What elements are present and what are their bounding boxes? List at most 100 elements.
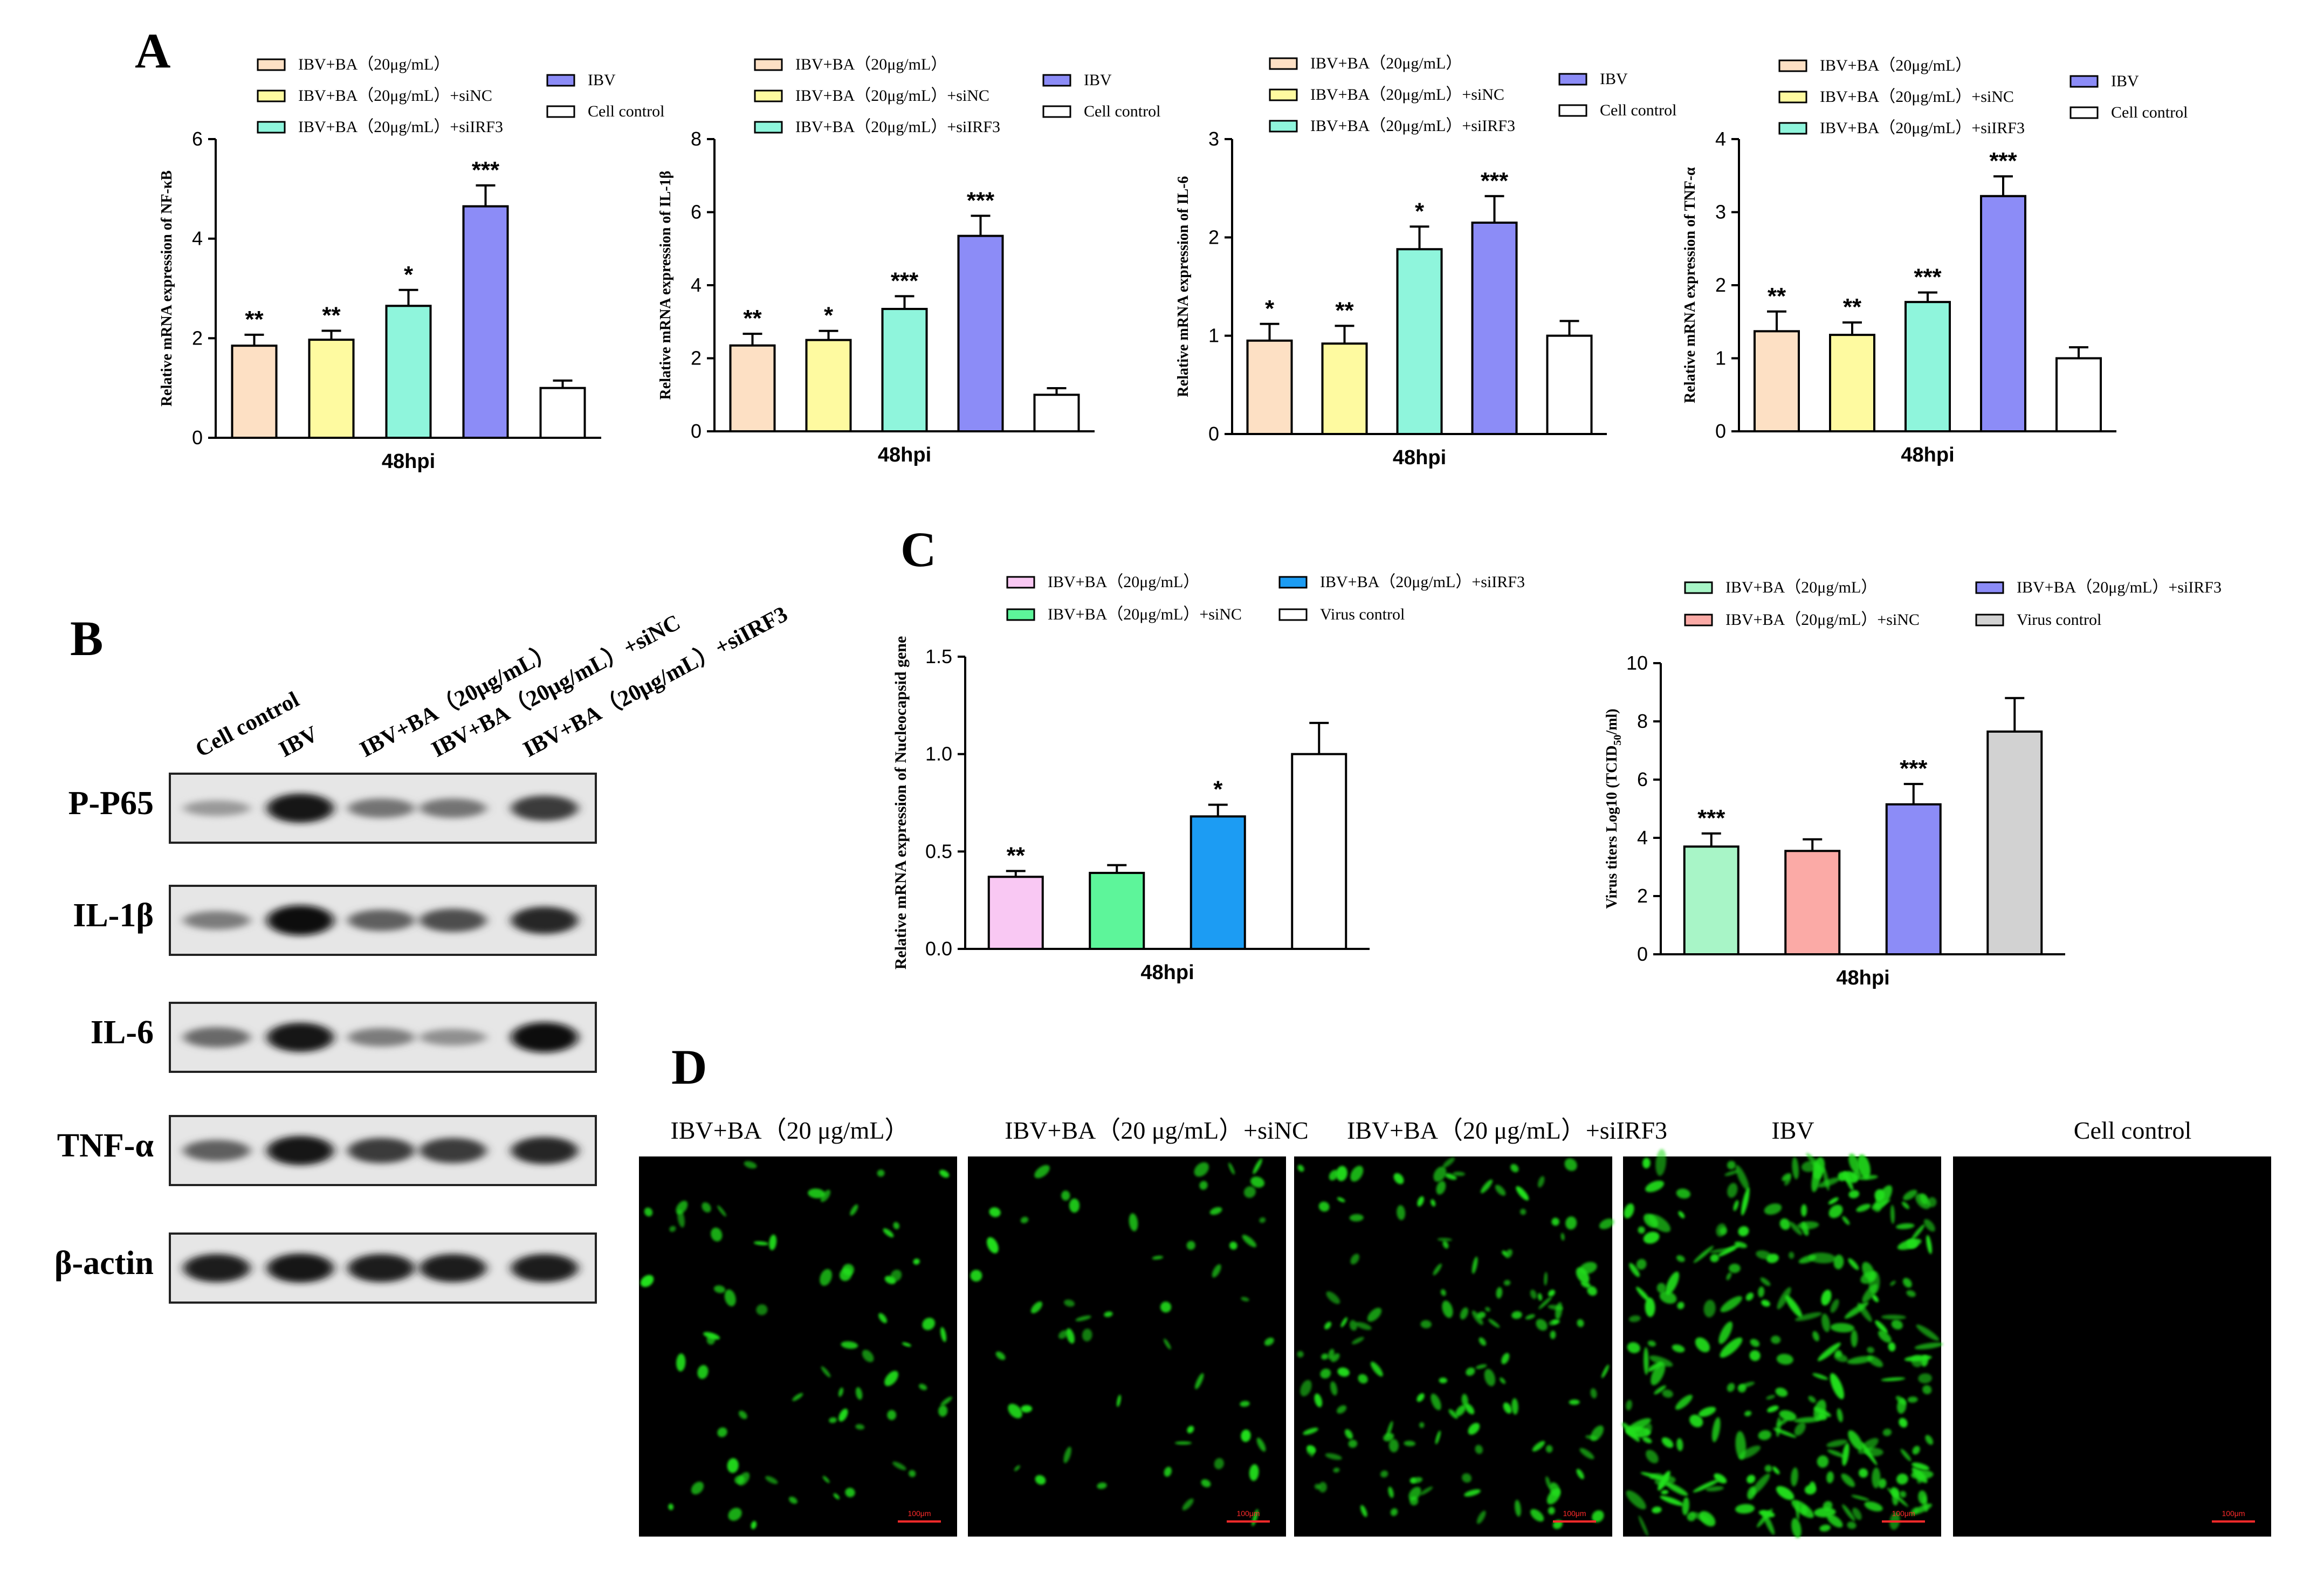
infected-cell — [1194, 1162, 1209, 1177]
infected-cell — [1063, 1447, 1071, 1463]
legend-swatch — [1975, 614, 2004, 626]
infected-cell — [1310, 1450, 1315, 1457]
infected-cell — [1745, 1292, 1754, 1301]
infected-cell — [1164, 1466, 1172, 1477]
infected-cell — [1626, 1490, 1646, 1510]
infected-cell — [1442, 1157, 1455, 1168]
infected-cell — [1201, 1479, 1211, 1488]
infected-cell — [1466, 1367, 1475, 1376]
infected-cell — [1922, 1385, 1932, 1395]
legend-swatch — [1684, 614, 1713, 626]
legend-swatch — [1042, 74, 1071, 87]
infected-cell — [1698, 1407, 1716, 1417]
infected-cell — [717, 1427, 727, 1437]
y-axis-label: Relative mRNA expression of Nucleocapsid… — [892, 636, 910, 970]
legend-label: IBV+BA（20μg/mL）+siIRF3 — [1310, 117, 1515, 135]
y-tick-label: 8 — [1637, 710, 1648, 732]
infected-cell — [1636, 1259, 1647, 1270]
infected-cell — [1476, 1510, 1486, 1524]
infected-cell — [1656, 1283, 1666, 1293]
y-tick-label: 2 — [1637, 885, 1648, 907]
infected-cell — [1916, 1324, 1940, 1341]
infected-cell — [1693, 1245, 1714, 1263]
y-tick-label: 2 — [192, 327, 203, 349]
infected-cell — [1569, 1399, 1580, 1405]
protein-band — [420, 1138, 486, 1163]
infected-cell — [1926, 1235, 1932, 1255]
scale-bar-label: 100μm — [1563, 1509, 1586, 1518]
bar — [1546, 334, 1593, 436]
infected-cell — [1899, 1491, 1907, 1498]
infected-cell — [1058, 1330, 1068, 1339]
infected-cell — [1924, 1219, 1935, 1232]
significance-mark: ** — [1843, 294, 1862, 320]
infected-cell — [1152, 1256, 1164, 1260]
infected-cell — [724, 1289, 736, 1306]
infected-cell — [1380, 1470, 1388, 1478]
bar — [1033, 394, 1080, 432]
infected-cell — [765, 1476, 778, 1484]
infected-cell — [1872, 1467, 1881, 1489]
protein-band — [511, 795, 578, 821]
infected-cell — [989, 1207, 1001, 1217]
infected-cell — [913, 1258, 920, 1265]
infected-cell — [1519, 1208, 1527, 1215]
infected-cell — [1538, 1296, 1552, 1310]
infected-cell — [1435, 1430, 1441, 1444]
infected-cell — [1791, 1467, 1798, 1486]
infected-cell — [1440, 1289, 1446, 1296]
bar — [1246, 339, 1293, 435]
bar — [539, 387, 586, 439]
infected-cell — [1847, 1521, 1857, 1529]
infected-cell — [1729, 1263, 1741, 1273]
infected-cell — [1918, 1490, 1927, 1505]
infected-cell — [1912, 1462, 1930, 1471]
bar — [1683, 845, 1739, 955]
image-title: IBV+BA（20 μg/mL）+siNC — [1005, 1117, 1308, 1144]
infected-cell — [1660, 1496, 1684, 1506]
infected-cell — [1462, 1473, 1472, 1483]
infected-cell — [1388, 1486, 1394, 1498]
infected-cell — [1480, 1179, 1493, 1194]
significance-mark: * — [404, 261, 414, 288]
infected-cell — [1464, 1489, 1481, 1497]
infected-cell — [1349, 1214, 1364, 1222]
legend-swatch — [2069, 75, 2099, 88]
infected-cell — [1370, 1361, 1383, 1377]
infected-cell — [1665, 1482, 1688, 1496]
protein-label: IL-6 — [91, 1014, 154, 1051]
bar — [1986, 730, 2043, 956]
legend-swatch — [754, 121, 783, 134]
infected-cell — [1872, 1294, 1879, 1303]
significance-mark: *** — [1900, 755, 1928, 782]
infected-cell — [1749, 1350, 1761, 1361]
infected-cell — [1734, 1241, 1748, 1248]
infected-cell — [1344, 1429, 1353, 1440]
infected-cell — [1253, 1158, 1262, 1174]
infected-cell — [1851, 1495, 1869, 1501]
infected-cell — [1727, 1161, 1736, 1169]
protein-band — [267, 793, 334, 823]
protein-band — [420, 1254, 486, 1283]
y-axis-label: Relative mRNA expression of IL-1β — [657, 171, 674, 400]
infected-cell — [1331, 1353, 1340, 1362]
infected-cell — [884, 1276, 896, 1284]
infected-cell — [1587, 1286, 1597, 1296]
y-axis-label-end: /ml) — [1604, 708, 1620, 735]
infected-cell — [1750, 1339, 1760, 1347]
infected-cell — [1747, 1475, 1756, 1484]
infected-cell — [970, 1270, 982, 1282]
infected-cell — [1564, 1158, 1577, 1171]
legend-label: Cell control — [588, 102, 664, 120]
infected-cell — [845, 1488, 855, 1498]
y-tick-label: 0.0 — [925, 938, 952, 960]
infected-cell — [1325, 1453, 1342, 1460]
infected-cell — [1320, 1368, 1331, 1379]
protein-band — [420, 908, 486, 932]
infected-cell — [1744, 1410, 1752, 1416]
infected-cell — [1760, 1277, 1771, 1286]
infected-cell — [1785, 1295, 1803, 1318]
infected-cell — [1601, 1364, 1609, 1378]
y-tick-label: 1 — [1208, 325, 1219, 347]
infected-cell — [1420, 1320, 1432, 1328]
